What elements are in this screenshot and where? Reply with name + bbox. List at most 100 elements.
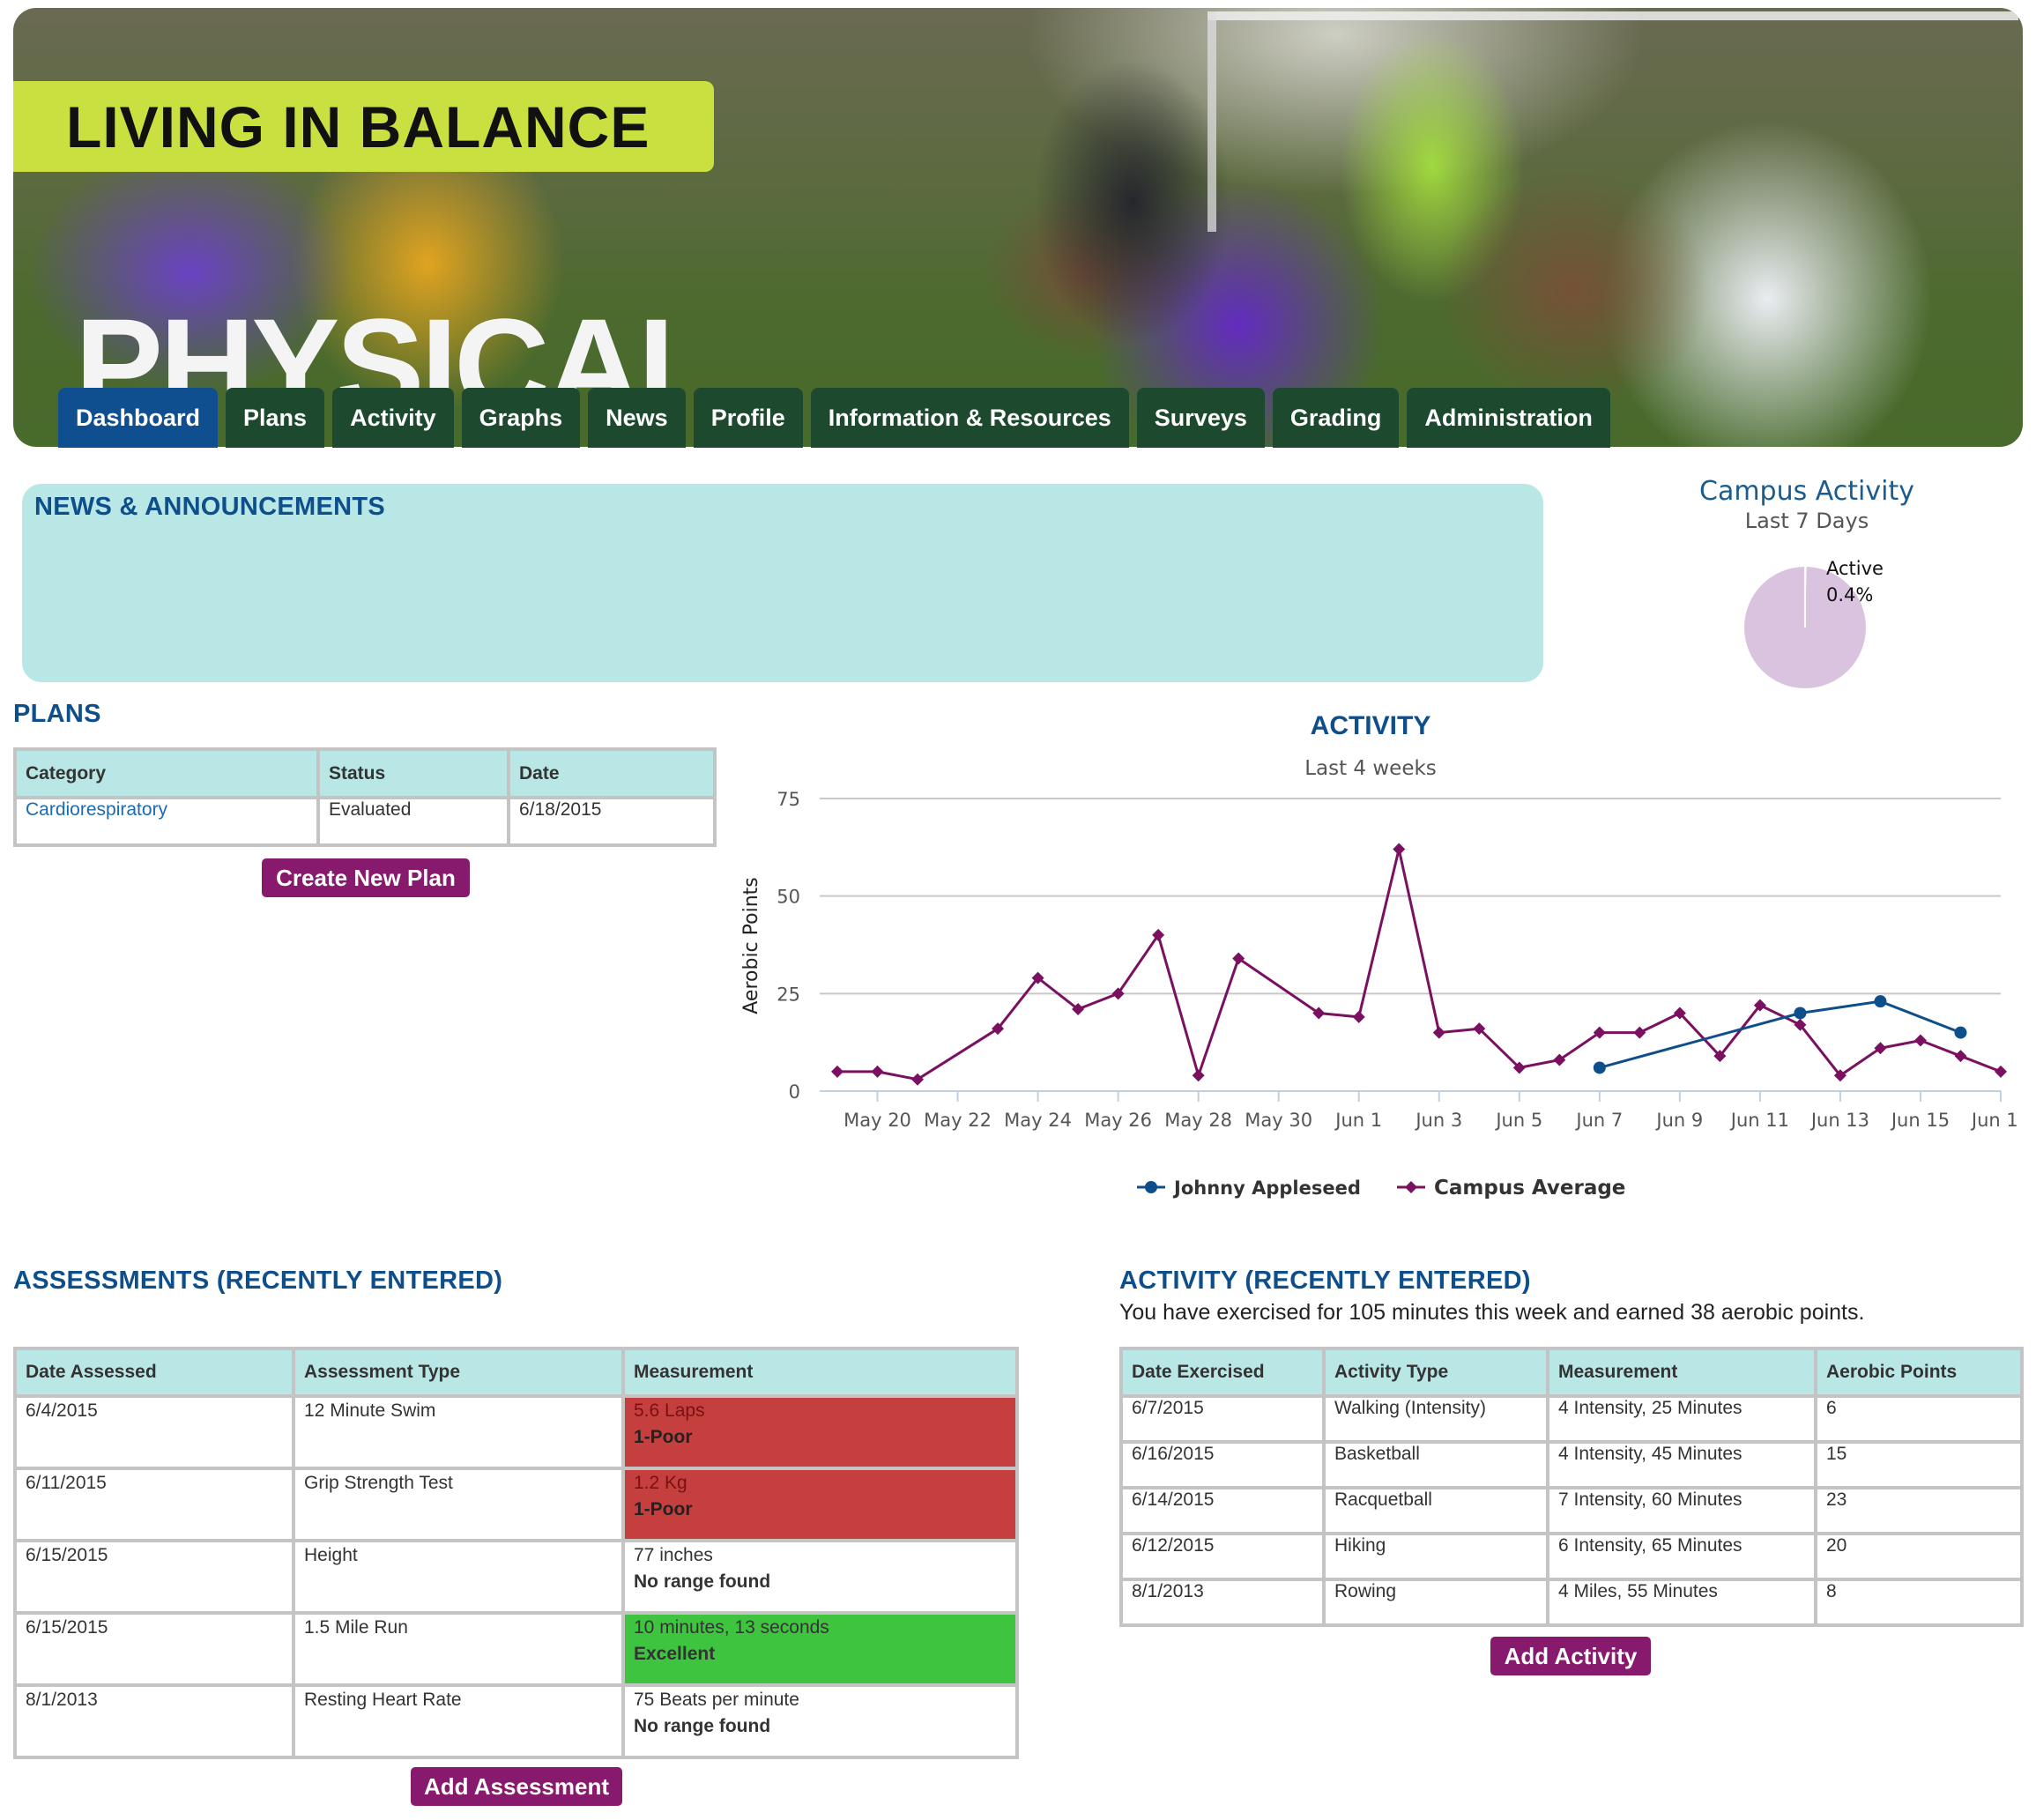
data-point xyxy=(1833,1069,1847,1082)
data-point xyxy=(1874,995,1887,1008)
table-row: 6/12/2015 Hiking 6 Intensity, 65 Minutes… xyxy=(1123,1535,2020,1578)
act-date-cell: 6/16/2015 xyxy=(1123,1444,1322,1486)
create-new-plan-button[interactable]: Create New Plan xyxy=(262,858,470,897)
data-point xyxy=(1593,1026,1606,1039)
table-row: 6/15/2015 1.5 Mile Run 10 minutes, 13 se… xyxy=(17,1615,1015,1683)
news-panel: NEWS & ANNOUNCEMENTS xyxy=(22,484,1543,682)
table-row: 6/14/2015 Racquetball 7 Intensity, 60 Mi… xyxy=(1123,1489,2020,1532)
data-point xyxy=(831,1065,843,1078)
nav-tab-dashboard[interactable]: Dashboard xyxy=(58,388,219,448)
table-row: 6/16/2015 Basketball 4 Intensity, 45 Min… xyxy=(1123,1444,2020,1486)
x-tick-label: May 24 xyxy=(1004,1110,1072,1131)
data-point xyxy=(1954,1026,1967,1039)
data-point xyxy=(1111,987,1125,1000)
act-points-cell: 6 xyxy=(1817,1398,2020,1440)
assessments-table: Date Assessed Assessment Type Measuremen… xyxy=(13,1347,1019,1759)
act-type-cell: Walking (Intensity) xyxy=(1326,1398,1546,1440)
assess-date-cell: 6/11/2015 xyxy=(17,1470,292,1539)
measurement-value: 1.2 Kg xyxy=(634,1473,687,1493)
data-point xyxy=(1593,1061,1606,1074)
x-tick-label: Jun 5 xyxy=(1494,1110,1542,1131)
x-tick-label: Jun 17 xyxy=(1970,1110,2018,1131)
act-date-cell: 6/14/2015 xyxy=(1123,1489,1322,1532)
data-point xyxy=(1794,1018,1807,1031)
plan-category-cell: Cardiorespiratory xyxy=(17,799,316,843)
pie-label-name: Active xyxy=(1826,558,1884,579)
assess-col-date: Date Assessed xyxy=(17,1350,292,1394)
data-point xyxy=(1954,1050,1967,1063)
nav-tab-surveys[interactable]: Surveys xyxy=(1136,388,1265,448)
act-measurement-cell: 4 Miles, 55 Minutes xyxy=(1549,1581,1814,1623)
table-row: 6/7/2015 Walking (Intensity) 4 Intensity… xyxy=(1123,1398,2020,1440)
data-point xyxy=(1794,1007,1807,1020)
plan-date-cell: 6/18/2015 xyxy=(510,799,713,843)
assess-col-measurement: Measurement xyxy=(625,1350,1015,1394)
act-col-date: Date Exercised xyxy=(1123,1350,1322,1394)
x-tick-label: May 20 xyxy=(843,1110,911,1131)
nav-tab-administration[interactable]: Administration xyxy=(1407,388,1610,448)
x-tick-label: Jun 7 xyxy=(1574,1110,1623,1131)
x-tick-label: May 28 xyxy=(1164,1110,1232,1131)
measurement-value: 5.6 Laps xyxy=(634,1400,705,1421)
activity-summary: You have exercised for 105 minutes this … xyxy=(1119,1300,1865,1325)
campus-activity-title: Campus Activity xyxy=(1699,476,1914,507)
measurement-value: 10 minutes, 13 seconds xyxy=(634,1617,829,1638)
act-points-cell: 23 xyxy=(1817,1489,2020,1532)
data-point xyxy=(1352,1010,1365,1023)
assessments-title: ASSESSMENTS (RECENTLY ENTERED) xyxy=(13,1267,503,1295)
table-row: 6/4/2015 12 Minute Swim 5.6 Laps 1-Poor xyxy=(17,1398,1015,1467)
act-measurement-cell: 4 Intensity, 45 Minutes xyxy=(1549,1444,1814,1486)
plans-title: PLANS xyxy=(13,700,101,728)
x-tick-label: Jun 11 xyxy=(1729,1110,1789,1131)
assess-measurement-cell: 5.6 Laps 1-Poor xyxy=(625,1398,1015,1467)
assess-measurement-cell: 75 Beats per minute No range found xyxy=(625,1687,1015,1756)
act-measurement-cell: 4 Intensity, 25 Minutes xyxy=(1549,1398,1814,1440)
act-points-cell: 8 xyxy=(1817,1581,2020,1623)
act-points-cell: 20 xyxy=(1817,1535,2020,1578)
plans-col-category: Category xyxy=(17,751,316,796)
nav-tab-graphs[interactable]: Graphs xyxy=(461,388,581,448)
data-point xyxy=(1232,952,1245,965)
act-date-cell: 6/12/2015 xyxy=(1123,1535,1322,1578)
campus-activity-header: Campus Activity Last 7 Days xyxy=(1675,476,1939,533)
data-point xyxy=(1874,1042,1887,1055)
assess-date-cell: 6/15/2015 xyxy=(17,1542,292,1611)
assess-measurement-cell: 77 inches No range found xyxy=(625,1542,1015,1611)
nav-tab-information-resources[interactable]: Information & Resources xyxy=(810,388,1129,448)
x-tick-label: Jun 13 xyxy=(1809,1110,1869,1131)
data-point xyxy=(992,1022,1005,1036)
assess-type-cell: Grip Strength Test xyxy=(295,1470,621,1539)
add-activity-button[interactable]: Add Activity xyxy=(1490,1637,1651,1675)
nav-tab-grading[interactable]: Grading xyxy=(1272,388,1400,448)
activity-chart: ACTIVITY Last 4 weeks Aerobic Points 0 25… xyxy=(740,711,2018,1200)
x-tick-label: Jun 3 xyxy=(1414,1110,1462,1131)
pie-label-value: 0.4% xyxy=(1826,584,1874,605)
activity-recent-table: Date Exercised Activity Type Measurement… xyxy=(1119,1347,2024,1627)
assess-date-cell: 8/1/2013 xyxy=(17,1687,292,1756)
data-point xyxy=(1512,1061,1526,1074)
table-row: Cardiorespiratory Evaluated 6/18/2015 xyxy=(17,799,713,843)
x-tick-label: May 26 xyxy=(1084,1110,1152,1131)
nav-tab-news[interactable]: News xyxy=(588,388,686,448)
news-title: NEWS & ANNOUNCEMENTS xyxy=(34,493,386,521)
campus-activity-subtitle: Last 7 Days xyxy=(1744,509,1869,533)
data-point xyxy=(1913,1034,1927,1047)
activity-recent-title: ACTIVITY (RECENTLY ENTERED) xyxy=(1119,1267,1531,1295)
data-point xyxy=(1192,1069,1205,1082)
plan-category-link[interactable]: Cardiorespiratory xyxy=(26,799,168,820)
assess-type-cell: 12 Minute Swim xyxy=(295,1398,621,1467)
nav-tab-activity[interactable]: Activity xyxy=(332,388,454,448)
act-col-type: Activity Type xyxy=(1326,1350,1546,1394)
table-row: 6/15/2015 Height 77 inches No range found xyxy=(17,1542,1015,1611)
x-tick-label: Jun 15 xyxy=(1890,1110,1950,1131)
y-tick-label: 75 xyxy=(777,789,800,810)
act-col-measurement: Measurement xyxy=(1549,1350,1814,1394)
act-type-cell: Basketball xyxy=(1326,1444,1546,1486)
nav-tab-plans[interactable]: Plans xyxy=(226,388,325,448)
y-tick-label: 50 xyxy=(777,887,800,908)
table-row: 8/1/2013 Rowing 4 Miles, 55 Minutes 8 xyxy=(1123,1581,2020,1623)
nav-tab-profile[interactable]: Profile xyxy=(693,388,803,448)
measurement-rating: No range found xyxy=(634,1571,771,1592)
y-tick-label: 25 xyxy=(777,984,800,1005)
add-assessment-button[interactable]: Add Assessment xyxy=(411,1767,622,1806)
